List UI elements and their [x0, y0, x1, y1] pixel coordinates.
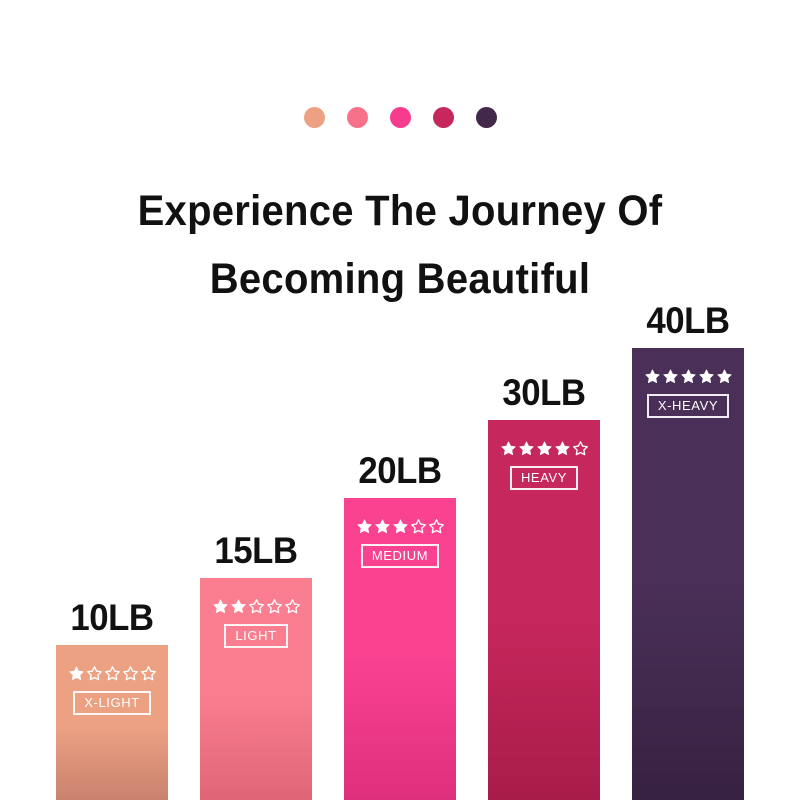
- dot-x-heavy: [475, 107, 497, 128]
- star-filled-icon: [698, 369, 714, 384]
- star-filled-icon: [662, 369, 678, 384]
- bar[interactable]: MEDIUM: [344, 498, 456, 800]
- star-filled-icon: [680, 369, 696, 384]
- bar-value-label: 10LB: [70, 597, 154, 638]
- bar-group-light: 15LB LIGHT: [200, 532, 312, 800]
- star-rating: [212, 598, 301, 615]
- star-filled-icon: [392, 519, 408, 534]
- dot-light: [346, 107, 368, 128]
- dot-heavy: [432, 107, 454, 128]
- star-filled-icon: [500, 441, 516, 456]
- star-filled-icon: [536, 441, 552, 456]
- resistance-level-badge: X-HEAVY: [646, 394, 730, 418]
- star-outline-icon: [248, 599, 264, 614]
- resistance-level-badge: X-LIGHT: [73, 691, 151, 715]
- star-outline-icon: [284, 599, 300, 614]
- headline-line-2: Becoming Beautiful: [209, 254, 591, 303]
- star-outline-icon: [410, 519, 426, 534]
- star-filled-icon: [374, 519, 390, 534]
- star-filled-icon: [644, 369, 660, 384]
- star-filled-icon: [230, 599, 246, 614]
- color-swatch-row: [0, 107, 800, 128]
- star-rating: [356, 518, 445, 535]
- bar-group-medium: 20LB MEDIUM: [344, 452, 456, 800]
- headline-line-1: Experience The Journey Of: [137, 186, 663, 235]
- star-rating: [68, 665, 157, 682]
- bar-value-label: 15LB: [214, 530, 298, 571]
- star-outline-icon: [428, 519, 444, 534]
- bar-value-label: 30LB: [502, 372, 586, 413]
- bar-value-label: 40LB: [646, 300, 730, 341]
- bar-group-x-light: 10LB X-LIGHT: [56, 599, 168, 800]
- resistance-level-badge: HEAVY: [509, 466, 579, 490]
- bar[interactable]: X-LIGHT: [56, 645, 168, 800]
- star-filled-icon: [518, 441, 534, 456]
- star-outline-icon: [86, 666, 102, 681]
- resistance-level-badge: MEDIUM: [360, 544, 440, 568]
- star-rating: [644, 368, 733, 385]
- star-filled-icon: [68, 666, 84, 681]
- star-filled-icon: [716, 369, 732, 384]
- bar[interactable]: HEAVY: [488, 420, 600, 800]
- bar-group-x-heavy: 40LB X-HEAVY: [632, 302, 744, 800]
- bar-group-heavy: 30LB HEAVY: [488, 374, 600, 800]
- star-outline-icon: [266, 599, 282, 614]
- star-outline-icon: [140, 666, 156, 681]
- bar-value-label: 20LB: [358, 450, 442, 491]
- dot-medium: [389, 107, 411, 128]
- bar[interactable]: LIGHT: [200, 578, 312, 800]
- page-title: Experience The Journey Of Becoming Beaut…: [28, 177, 772, 313]
- dot-x-light: [303, 107, 325, 128]
- star-filled-icon: [212, 599, 228, 614]
- star-filled-icon: [356, 519, 372, 534]
- star-outline-icon: [104, 666, 120, 681]
- star-filled-icon: [554, 441, 570, 456]
- resistance-level-badge: LIGHT: [224, 624, 288, 648]
- star-rating: [500, 440, 589, 457]
- bar[interactable]: X-HEAVY: [632, 348, 744, 800]
- star-outline-icon: [122, 666, 138, 681]
- star-outline-icon: [572, 441, 588, 456]
